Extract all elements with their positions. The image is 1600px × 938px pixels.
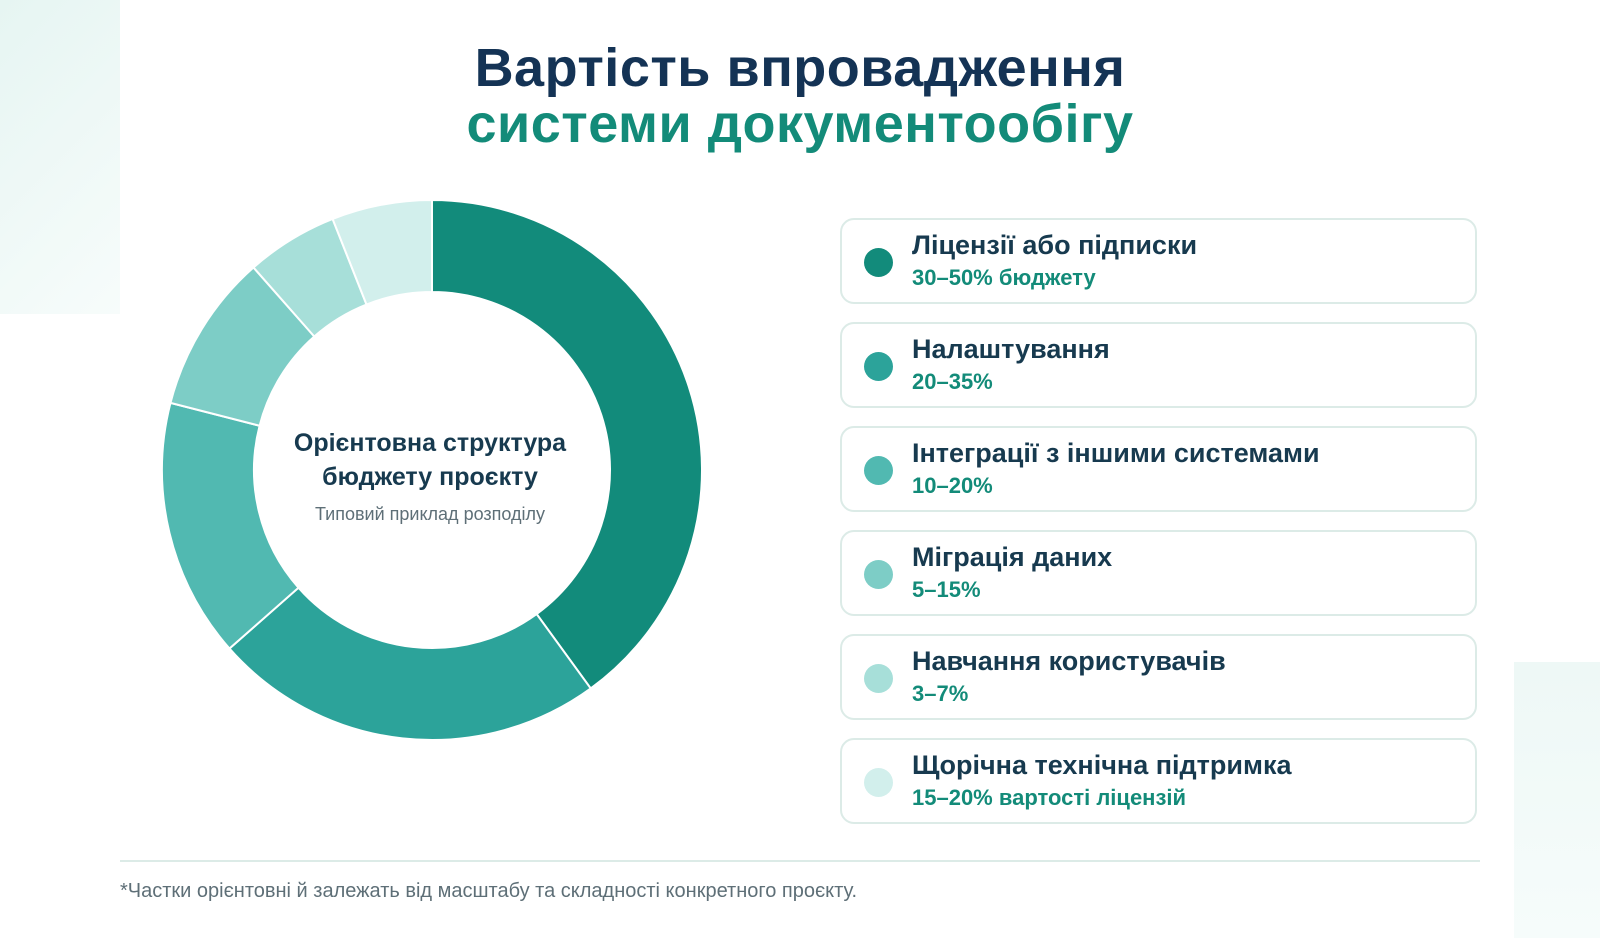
legend-value: 30–50% бюджету <box>912 265 1096 290</box>
donut-center-subtitle: Типовий приклад розподілу <box>314 504 546 524</box>
legend-label: Налаштування <box>912 334 1110 364</box>
legend-dot-icon <box>864 560 893 589</box>
legend-label: Інтеграції з іншими системами <box>912 438 1320 468</box>
footnote: *Частки орієнтовні й залежать від масшта… <box>120 880 858 902</box>
legend-label: Міграція даних <box>912 542 1113 572</box>
legend-dot-icon <box>864 352 893 381</box>
legend-value: 3–7% <box>912 681 969 706</box>
footer-divider <box>120 860 1480 862</box>
legend-dot-icon <box>864 768 893 797</box>
legend-label: Ліцензії або підписки <box>912 230 1198 260</box>
decor-background-right <box>1514 662 1600 938</box>
legend-item-integrations: Інтеграції з іншими системами 10–20% <box>840 426 1477 512</box>
legend-value: 10–20% <box>912 473 993 498</box>
donut-slice-licenses <box>431 198 703 690</box>
legend-dot-icon <box>864 456 893 485</box>
title-line-2: системи документообігу <box>466 94 1134 154</box>
legend-label: Навчання користувачів <box>912 646 1226 676</box>
legend-value: 20–35% <box>912 369 993 394</box>
legend-item-configuration: Налаштування 20–35% <box>840 322 1477 408</box>
chart-legend: Ліцензії або підписки 30–50% бюджету Нал… <box>840 218 1477 842</box>
legend-dot-icon <box>864 248 893 277</box>
legend-value: 15–20% вартості ліцензій <box>912 785 1187 810</box>
legend-label: Щорічна технічна підтримка <box>912 750 1292 780</box>
page-title: Вартість впровадження системи документоо… <box>0 40 1600 152</box>
title-line-1: Вартість впровадження <box>474 38 1126 98</box>
decor-background-left <box>0 0 120 314</box>
donut-center-title: Орієнтовна структура бюджету проєкту <box>293 429 567 491</box>
legend-dot-icon <box>864 664 893 693</box>
donut-center-label: Орієнтовна структура бюджету проєкту Тип… <box>250 426 610 525</box>
donut-slice-configuration <box>228 586 593 741</box>
legend-item-user-training: Навчання користувачів 3–7% <box>840 634 1477 720</box>
donut-slice-annual-support <box>331 198 433 306</box>
legend-item-data-migration: Міграція даних 5–15% <box>840 530 1477 616</box>
legend-item-licenses: Ліцензії або підписки 30–50% бюджету <box>840 218 1477 304</box>
legend-value: 5–15% <box>912 577 981 602</box>
legend-item-annual-support: Щорічна технічна підтримка 15–20% вартос… <box>840 738 1477 824</box>
